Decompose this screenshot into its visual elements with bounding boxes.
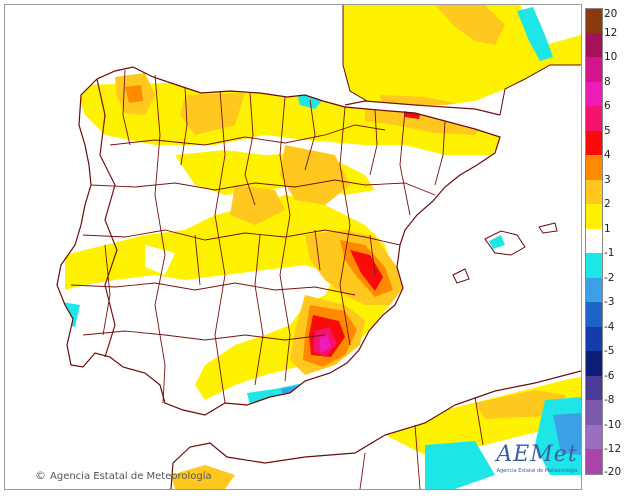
copyright-credit: © Agencia Estatal de Meteorología — [35, 469, 212, 482]
aemet-logo: AEMet Agencia Estatal de Meteorología — [495, 443, 579, 485]
legend-tick-label: -6 — [604, 369, 615, 382]
legend-tick-label: 5 — [604, 124, 611, 137]
legend-colorbar: 20 12 10 8 6 5 4 3 2 1 -1 -2 -3 -4 -5 -6 -8 -10 -12 -20 — [585, 8, 627, 478]
africa-coastline — [170, 370, 581, 489]
legend-swatch — [585, 155, 603, 180]
france-coast — [342, 5, 368, 102]
logo-wordmark: AEMet — [496, 442, 578, 467]
pyrenees-border — [344, 100, 501, 116]
ibiza-island — [452, 268, 470, 284]
legend-tick-label: 2 — [604, 198, 611, 211]
legend-swatch — [585, 375, 603, 401]
legend-swatch — [585, 8, 603, 34]
legend-tick-label: -12 — [604, 443, 622, 456]
legend-swatch — [585, 277, 603, 303]
legend-tick-label: 20 — [604, 8, 618, 20]
legend-tick-label: 12 — [604, 26, 618, 39]
mallorca-island — [484, 230, 526, 256]
legend-tick-label: -8 — [604, 394, 615, 407]
legend-tick-label: -4 — [604, 320, 615, 333]
legend-tick-label: 4 — [604, 149, 611, 162]
anomaly-map — [56, 5, 581, 489]
legend-tick-label: 10 — [604, 51, 618, 64]
africa-borders — [359, 396, 484, 489]
legend-tick-label: -5 — [604, 345, 615, 358]
legend-swatch — [585, 81, 603, 107]
legend-tick-label: 1 — [604, 222, 611, 235]
logo-subtitle: Agencia Estatal de Meteorología — [496, 468, 578, 474]
legend-tick-label: -20 — [604, 466, 622, 478]
france-mediterranean-coast — [499, 64, 581, 116]
legend-tick-label: 8 — [604, 75, 611, 88]
legend-swatch — [585, 302, 603, 327]
legend-swatch — [585, 400, 603, 425]
province-borders — [70, 69, 446, 404]
legend-tick-label: -10 — [604, 418, 622, 431]
credit-text: Agencia Estatal de Meteorología — [50, 471, 212, 482]
map-frame: © Agencia Estatal de Meteorología AEMet A… — [4, 4, 582, 490]
legend-tick-label: 6 — [604, 100, 611, 113]
iberia-coastline — [56, 66, 501, 416]
legend-swatch — [585, 424, 603, 450]
france-landmass — [343, 5, 581, 105]
legend-swatch — [585, 326, 603, 352]
portugal-spain-border — [96, 78, 118, 358]
legend-tick-label: -3 — [604, 296, 615, 309]
legend-swatch — [585, 449, 603, 475]
copyright-symbol: © — [35, 469, 46, 482]
legend-tick-label: -2 — [604, 271, 615, 284]
legend-swatch — [585, 253, 603, 278]
legend-swatch — [585, 32, 603, 58]
legend-swatch — [585, 351, 603, 376]
legend-swatch — [585, 130, 603, 156]
legend-swatch — [585, 57, 603, 82]
menorca-island — [538, 222, 558, 234]
balearic-islands — [452, 222, 558, 284]
legend-swatch — [585, 106, 603, 131]
legend-swatch — [585, 228, 603, 254]
legend-swatch — [585, 204, 603, 229]
legend-tick-label: 3 — [604, 173, 611, 186]
legend-tick-label: -1 — [604, 247, 615, 260]
legend-swatch — [585, 179, 603, 205]
